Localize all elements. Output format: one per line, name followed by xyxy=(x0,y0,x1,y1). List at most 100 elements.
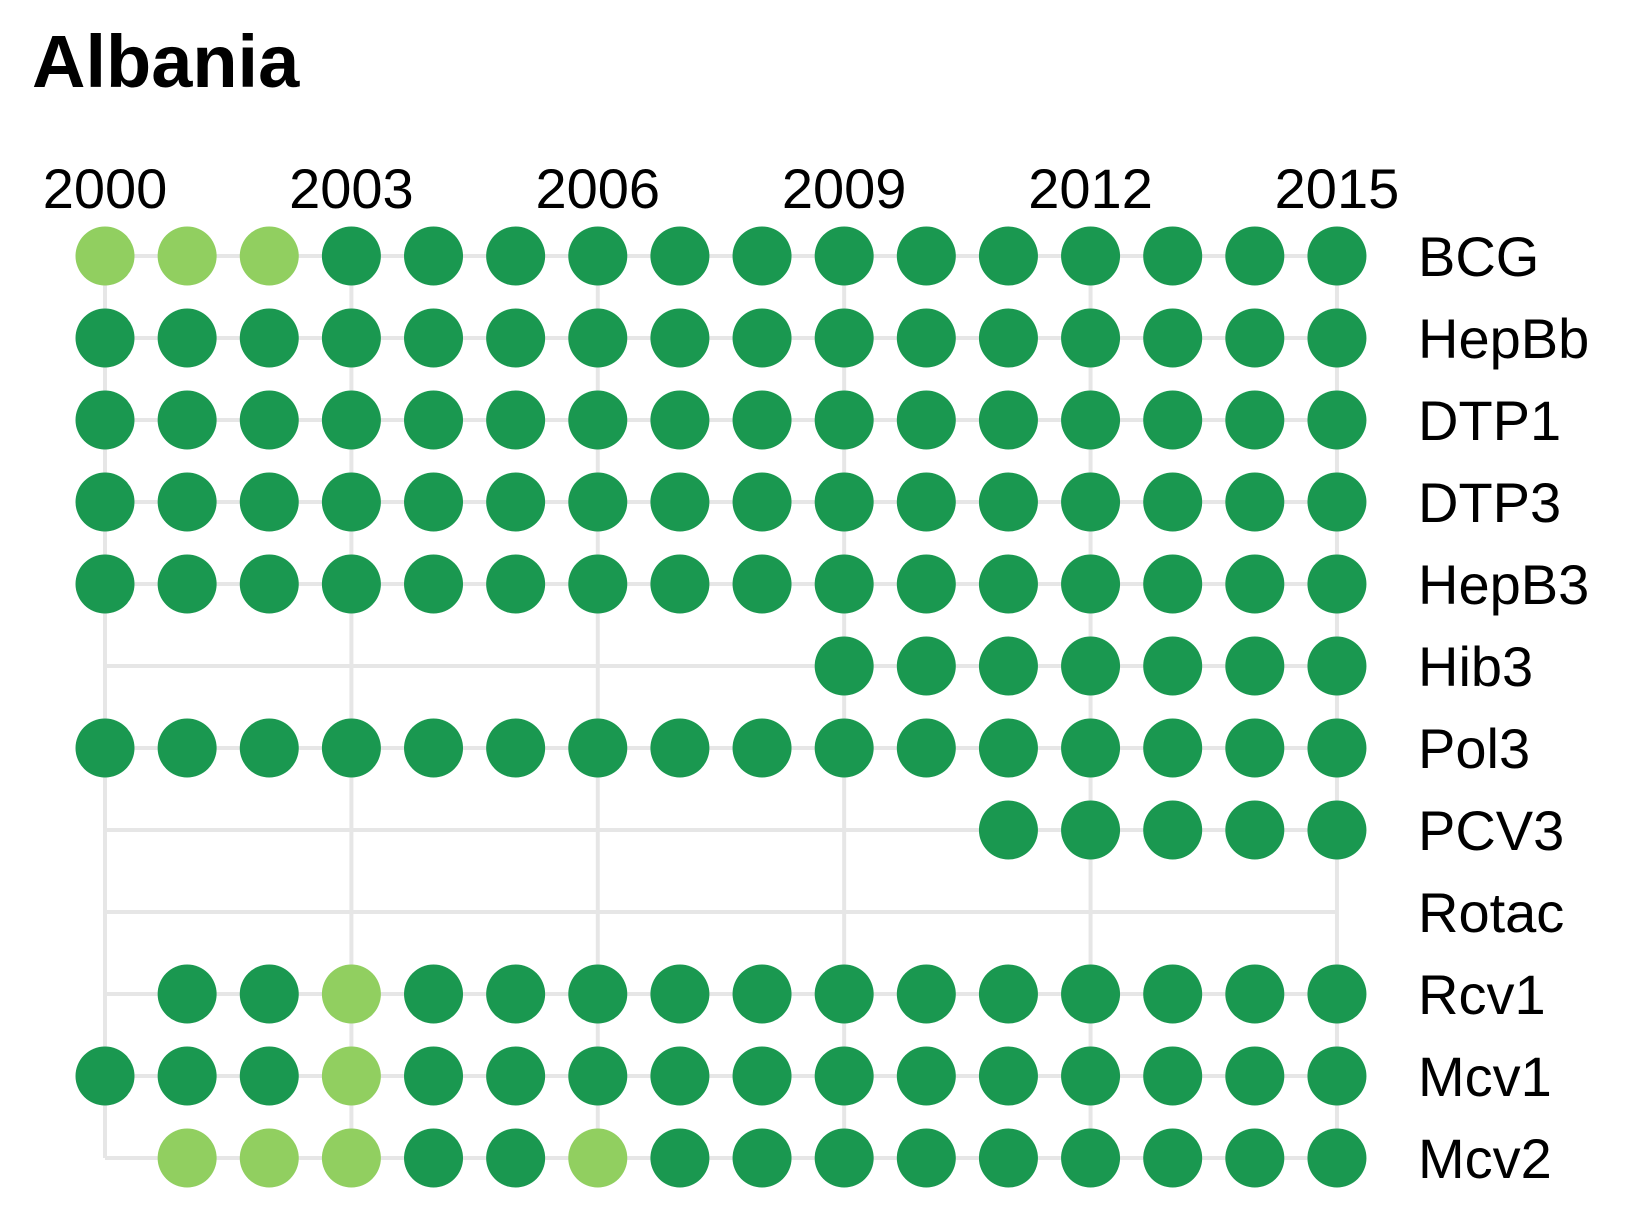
dot-dtp3-2005 xyxy=(486,472,546,532)
dot-mcv1-2014 xyxy=(1225,1046,1285,1106)
dot-rcv1-2007 xyxy=(650,964,710,1024)
dot-mcv1-2013 xyxy=(1143,1046,1203,1106)
dot-mcv1-2004 xyxy=(404,1046,464,1106)
dot-mcv1-2002 xyxy=(239,1046,299,1106)
dot-dtp1-2012 xyxy=(1061,390,1121,450)
dot-dtp1-2010 xyxy=(896,390,956,450)
dot-hepbb-2002 xyxy=(239,308,299,368)
dot-pol3-2015 xyxy=(1307,718,1367,778)
year-tick-label: 2000 xyxy=(43,157,168,220)
dot-hib3-2009 xyxy=(814,636,874,696)
dot-dtp1-2002 xyxy=(239,390,299,450)
dot-pol3-2010 xyxy=(896,718,956,778)
dot-rcv1-2012 xyxy=(1061,964,1121,1024)
dot-rcv1-2002 xyxy=(239,964,299,1024)
dot-bcg-2009 xyxy=(814,226,874,286)
dot-dtp3-2003 xyxy=(321,472,381,532)
row-label-dtp3: DTP3 xyxy=(1418,471,1561,534)
dot-hepbb-2012 xyxy=(1061,308,1121,368)
dot-pcv3-2013 xyxy=(1143,800,1203,860)
dot-hepb3-2007 xyxy=(650,554,710,614)
row-label-dtp1: DTP1 xyxy=(1418,389,1561,452)
dot-rcv1-2006 xyxy=(568,964,628,1024)
dot-dtp3-2002 xyxy=(239,472,299,532)
dot-dtp3-2000 xyxy=(75,472,135,532)
dot-hepbb-2011 xyxy=(978,308,1038,368)
dot-mcv1-2000 xyxy=(75,1046,135,1106)
dot-mcv1-2015 xyxy=(1307,1046,1367,1106)
dot-dtp3-2014 xyxy=(1225,472,1285,532)
dot-mcv1-2001 xyxy=(157,1046,217,1106)
dot-bcg-2001 xyxy=(157,226,217,286)
dot-mcv2-2008 xyxy=(732,1128,792,1188)
grid-lines xyxy=(103,254,1339,1160)
dot-rcv1-2014 xyxy=(1225,964,1285,1024)
dot-hepb3-2004 xyxy=(404,554,464,614)
dot-mcv1-2005 xyxy=(486,1046,546,1106)
dot-hib3-2015 xyxy=(1307,636,1367,696)
dot-bcg-2005 xyxy=(486,226,546,286)
dot-dtp3-2007 xyxy=(650,472,710,532)
dot-mcv2-2012 xyxy=(1061,1128,1121,1188)
dot-mcv2-2001 xyxy=(157,1128,217,1188)
row-label-rotac: Rotac xyxy=(1418,881,1564,944)
dot-hepbb-2015 xyxy=(1307,308,1367,368)
dot-dtp1-2003 xyxy=(321,390,381,450)
dot-rcv1-2004 xyxy=(404,964,464,1024)
dot-dtp1-2015 xyxy=(1307,390,1367,450)
dot-hib3-2012 xyxy=(1061,636,1121,696)
dot-hib3-2014 xyxy=(1225,636,1285,696)
dot-hepbb-2013 xyxy=(1143,308,1203,368)
dot-bcg-2015 xyxy=(1307,226,1367,286)
dot-rcv1-2008 xyxy=(732,964,792,1024)
dot-rcv1-2011 xyxy=(978,964,1038,1024)
dots xyxy=(75,226,1367,1188)
dot-dtp3-2011 xyxy=(978,472,1038,532)
dot-hepbb-2006 xyxy=(568,308,628,368)
dot-bcg-2012 xyxy=(1061,226,1121,286)
dot-mcv2-2011 xyxy=(978,1128,1038,1188)
dot-pcv3-2011 xyxy=(978,800,1038,860)
dot-pol3-2008 xyxy=(732,718,792,778)
dot-mcv2-2009 xyxy=(814,1128,874,1188)
dot-pol3-2014 xyxy=(1225,718,1285,778)
dot-hepb3-2011 xyxy=(978,554,1038,614)
dot-mcv2-2003 xyxy=(321,1128,381,1188)
dot-pol3-2001 xyxy=(157,718,217,778)
dot-mcv1-2010 xyxy=(896,1046,956,1106)
dot-hepb3-2003 xyxy=(321,554,381,614)
dot-dtp3-2006 xyxy=(568,472,628,532)
row-label-hepbb: HepBb xyxy=(1418,307,1589,370)
dot-hepb3-2013 xyxy=(1143,554,1203,614)
row-label-mcv1: Mcv1 xyxy=(1418,1045,1552,1108)
dot-hepb3-2005 xyxy=(486,554,546,614)
row-label-mcv2: Mcv2 xyxy=(1418,1127,1552,1190)
dot-bcg-2010 xyxy=(896,226,956,286)
dot-pol3-2006 xyxy=(568,718,628,778)
dot-pol3-2005 xyxy=(486,718,546,778)
dot-rcv1-2013 xyxy=(1143,964,1203,1024)
row-label-bcg: BCG xyxy=(1418,225,1539,288)
row-label-hib3: Hib3 xyxy=(1418,635,1533,698)
row-label-pol3: Pol3 xyxy=(1418,717,1530,780)
dot-dtp1-2004 xyxy=(404,390,464,450)
dot-hib3-2011 xyxy=(978,636,1038,696)
dot-mcv1-2012 xyxy=(1061,1046,1121,1106)
dot-dtp3-2010 xyxy=(896,472,956,532)
dot-dtp1-2000 xyxy=(75,390,135,450)
dot-dtp1-2001 xyxy=(157,390,217,450)
dot-dtp3-2008 xyxy=(732,472,792,532)
dot-hib3-2010 xyxy=(896,636,956,696)
dot-mcv2-2010 xyxy=(896,1128,956,1188)
dot-hepb3-2002 xyxy=(239,554,299,614)
dot-dtp3-2009 xyxy=(814,472,874,532)
dot-hepbb-2000 xyxy=(75,308,135,368)
dot-dtp3-2013 xyxy=(1143,472,1203,532)
dot-bcg-2014 xyxy=(1225,226,1285,286)
dot-hepbb-2008 xyxy=(732,308,792,368)
dot-pol3-2013 xyxy=(1143,718,1203,778)
dot-rcv1-2005 xyxy=(486,964,546,1024)
year-axis: 2000 2003 2006 2009 2012 2015 xyxy=(43,157,1400,220)
dot-hepb3-2006 xyxy=(568,554,628,614)
